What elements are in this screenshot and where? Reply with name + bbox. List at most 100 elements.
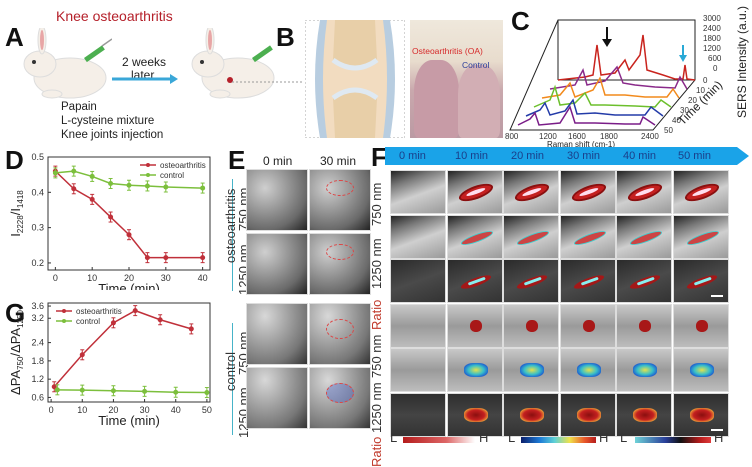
panel-letter-b: B	[276, 22, 295, 52]
svg-text:control: control	[160, 171, 184, 180]
svg-text:40: 40	[198, 273, 208, 283]
c-ytick: 2400	[703, 24, 721, 33]
svg-text:0.6: 0.6	[31, 392, 44, 402]
svg-text:2.4: 2.4	[31, 338, 44, 348]
f-pa-image	[390, 259, 446, 303]
step-1: Papain	[61, 101, 97, 113]
f-pa-image	[616, 170, 672, 214]
chart-g: 3.6 3.2 2.4 1.8 1.2 0.6 0 10 20 30 40 50 Time (min) Δ…	[8, 301, 212, 428]
knee-photo: Osteoarthritis (OA) Control	[410, 20, 503, 138]
f-row-label: 1250 nm	[369, 238, 384, 289]
f-pa-image	[672, 392, 729, 437]
c-ytick: 3000	[703, 14, 721, 23]
svg-text:10: 10	[77, 405, 87, 415]
panel-letter-g: G	[5, 298, 26, 328]
e-ultrasound-image	[309, 169, 371, 231]
svg-text:control: control	[76, 317, 100, 326]
e-ultrasound-image	[246, 233, 308, 295]
f-pa-image	[503, 170, 559, 214]
svg-text:ΔPA750/ΔPA1250: ΔPA750/ΔPA1250	[8, 309, 25, 394]
f-pa-image	[446, 392, 503, 437]
colorbar-high: H	[599, 430, 609, 445]
waterfall-spectra-chart	[509, 19, 696, 131]
svg-text:0.2: 0.2	[31, 258, 44, 268]
panel-e: E 0 min 30 min osteoarthritis control 75…	[223, 145, 371, 450]
colorbar-low: L	[508, 430, 516, 445]
c-ztick: 50	[664, 126, 673, 135]
svg-text:Time (min): Time (min)	[98, 281, 160, 290]
timeline-label: 50 min	[678, 150, 712, 162]
c-ztick: 0	[703, 76, 708, 85]
svg-text:40: 40	[171, 405, 181, 415]
f-pa-image	[446, 214, 503, 259]
c-ztick: 10	[696, 86, 705, 95]
f-pa-image	[390, 303, 446, 348]
svg-text:0: 0	[53, 273, 58, 283]
f-row-label: 1250 nm	[369, 382, 384, 433]
f-pa-image	[672, 170, 729, 214]
c-ytick: 1800	[703, 34, 721, 43]
arrow-text-1: 2 weeks	[122, 55, 167, 69]
panel-letter-d: D	[5, 145, 24, 175]
svg-text:1.2: 1.2	[31, 374, 44, 384]
panel-letter-a: A	[5, 22, 24, 52]
f-row-label: 750 nm	[369, 334, 384, 378]
f-pa-image	[503, 348, 559, 392]
scale-bar	[710, 428, 723, 431]
arrow-right-icon	[112, 74, 178, 84]
f-pa-image	[672, 259, 729, 303]
f-row-label: Ratio	[369, 436, 384, 467]
c-xtick: 1200	[539, 132, 557, 141]
svg-text:20: 20	[124, 273, 134, 283]
c-ytick: 1200	[703, 44, 721, 53]
f-pa-image	[559, 303, 616, 348]
f-pa-image	[616, 348, 672, 392]
f-pa-image	[446, 303, 503, 348]
f-pa-image	[446, 348, 503, 392]
f-pa-image	[503, 303, 559, 348]
f-pa-image	[503, 259, 559, 303]
f-pa-image	[503, 392, 559, 437]
e-ultrasound-image	[246, 169, 308, 231]
f-pa-image	[672, 303, 729, 348]
e-col-header: 0 min	[263, 154, 293, 168]
f-row-label: Ratio	[369, 299, 384, 330]
panel-g: G 3.6 3.2 2.4 1.8 1.2 0.6 0 10 20 30 40 50 Time (min…	[0, 290, 225, 450]
panel-c: C 3000 2400 1800 1200 600 0 0 10 20 30 4…	[505, 0, 752, 150]
c-ytick: 600	[708, 54, 722, 63]
panel-f: F 0 min 10 min 20 min 30 min 40 min 50 m…	[365, 142, 752, 467]
timeline-label: 0 min	[399, 150, 426, 162]
svg-text:0: 0	[49, 405, 54, 415]
svg-text:3.2: 3.2	[31, 313, 44, 323]
svg-text:osteoarthritis: osteoarthritis	[76, 307, 122, 316]
svg-text:30: 30	[140, 405, 150, 415]
colorbar-low: L	[390, 430, 398, 445]
colorbar-high: H	[714, 430, 724, 445]
colorbar-jet	[521, 437, 596, 443]
timeline-label: 10 min	[455, 150, 489, 162]
timeline-label: 30 min	[567, 150, 601, 162]
f-pa-image	[390, 214, 446, 259]
panel-b: B Osteoarthritis (OA) Control	[276, 0, 505, 145]
c-ylabel: SERS Intensity (a.u.)	[735, 5, 749, 118]
svg-text:3.6: 3.6	[31, 301, 44, 311]
label-oa: Osteoarthritis (OA)	[412, 46, 483, 56]
timeline-label: 20 min	[511, 150, 545, 162]
svg-text:30: 30	[161, 273, 171, 283]
svg-text:0.5: 0.5	[31, 152, 44, 162]
colorbar-high: H	[479, 430, 489, 445]
label-control: Control	[462, 60, 490, 70]
f-pa-image	[616, 392, 672, 437]
timeline-label: 40 min	[623, 150, 657, 162]
f-pa-image	[559, 214, 616, 259]
panel-letter-e: E	[228, 145, 246, 175]
c-xtick: 800	[505, 132, 519, 141]
svg-text:20: 20	[108, 405, 118, 415]
f-pa-image	[616, 259, 672, 303]
e-ultrasound-image	[309, 303, 371, 365]
f-pa-image	[672, 348, 729, 392]
c-xlabel: Raman shift (cm-1)	[547, 140, 616, 149]
colorbar-ratio	[635, 437, 711, 443]
panel-a-title: Knee osteoarthritis	[56, 8, 173, 24]
f-pa-image	[446, 170, 503, 214]
